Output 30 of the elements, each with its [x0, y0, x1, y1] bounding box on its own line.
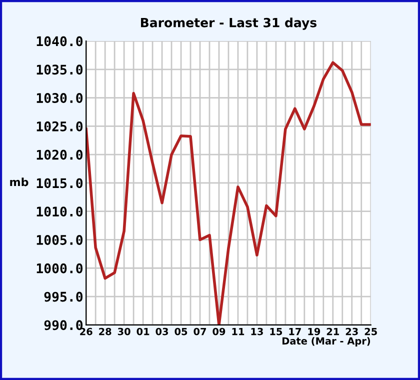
y-tick-label: 1020.0: [36, 150, 83, 160]
x-tick-label: 09: [212, 328, 226, 336]
x-tick-label: 23: [346, 328, 358, 336]
chart-title: Barometer - Last 31 days: [141, 18, 316, 30]
y-axis-title: mb: [10, 178, 28, 186]
x-axis-title: Date (Mar - Apr): [282, 337, 370, 346]
x-tick-label: 13: [251, 328, 263, 336]
x-tick-label: 19: [308, 328, 320, 336]
x-tick-label: 25: [364, 328, 377, 336]
x-tick-label: 11: [232, 328, 244, 336]
y-tick-label: 995.0: [44, 292, 83, 302]
x-tick-label: 01: [136, 328, 150, 336]
y-tick-label: 1005.0: [36, 234, 83, 245]
x-tick-label: 05: [174, 328, 188, 336]
y-tick-label: 1040.0: [36, 36, 83, 46]
y-tick-label: 1035.0: [36, 64, 83, 75]
y-tick-label: 1000.0: [36, 263, 83, 274]
y-tick-label: 1030.0: [36, 93, 83, 104]
x-tick-label: 30: [118, 328, 130, 336]
y-tick-label: 1010.0: [36, 206, 83, 217]
y-tick-label: 1015.0: [36, 178, 83, 188]
x-tick-label: 26: [80, 328, 92, 336]
x-tick-label: 03: [156, 328, 168, 336]
x-tick-label: 15: [270, 328, 282, 336]
y-tick-label: 990.0: [44, 320, 83, 330]
x-tick-label: 07: [194, 328, 206, 336]
x-tick-label: 28: [99, 328, 112, 336]
y-tick-label: 1025.0: [36, 121, 83, 132]
x-tick-label: 21: [326, 328, 339, 336]
x-tick-label: 17: [289, 328, 301, 336]
